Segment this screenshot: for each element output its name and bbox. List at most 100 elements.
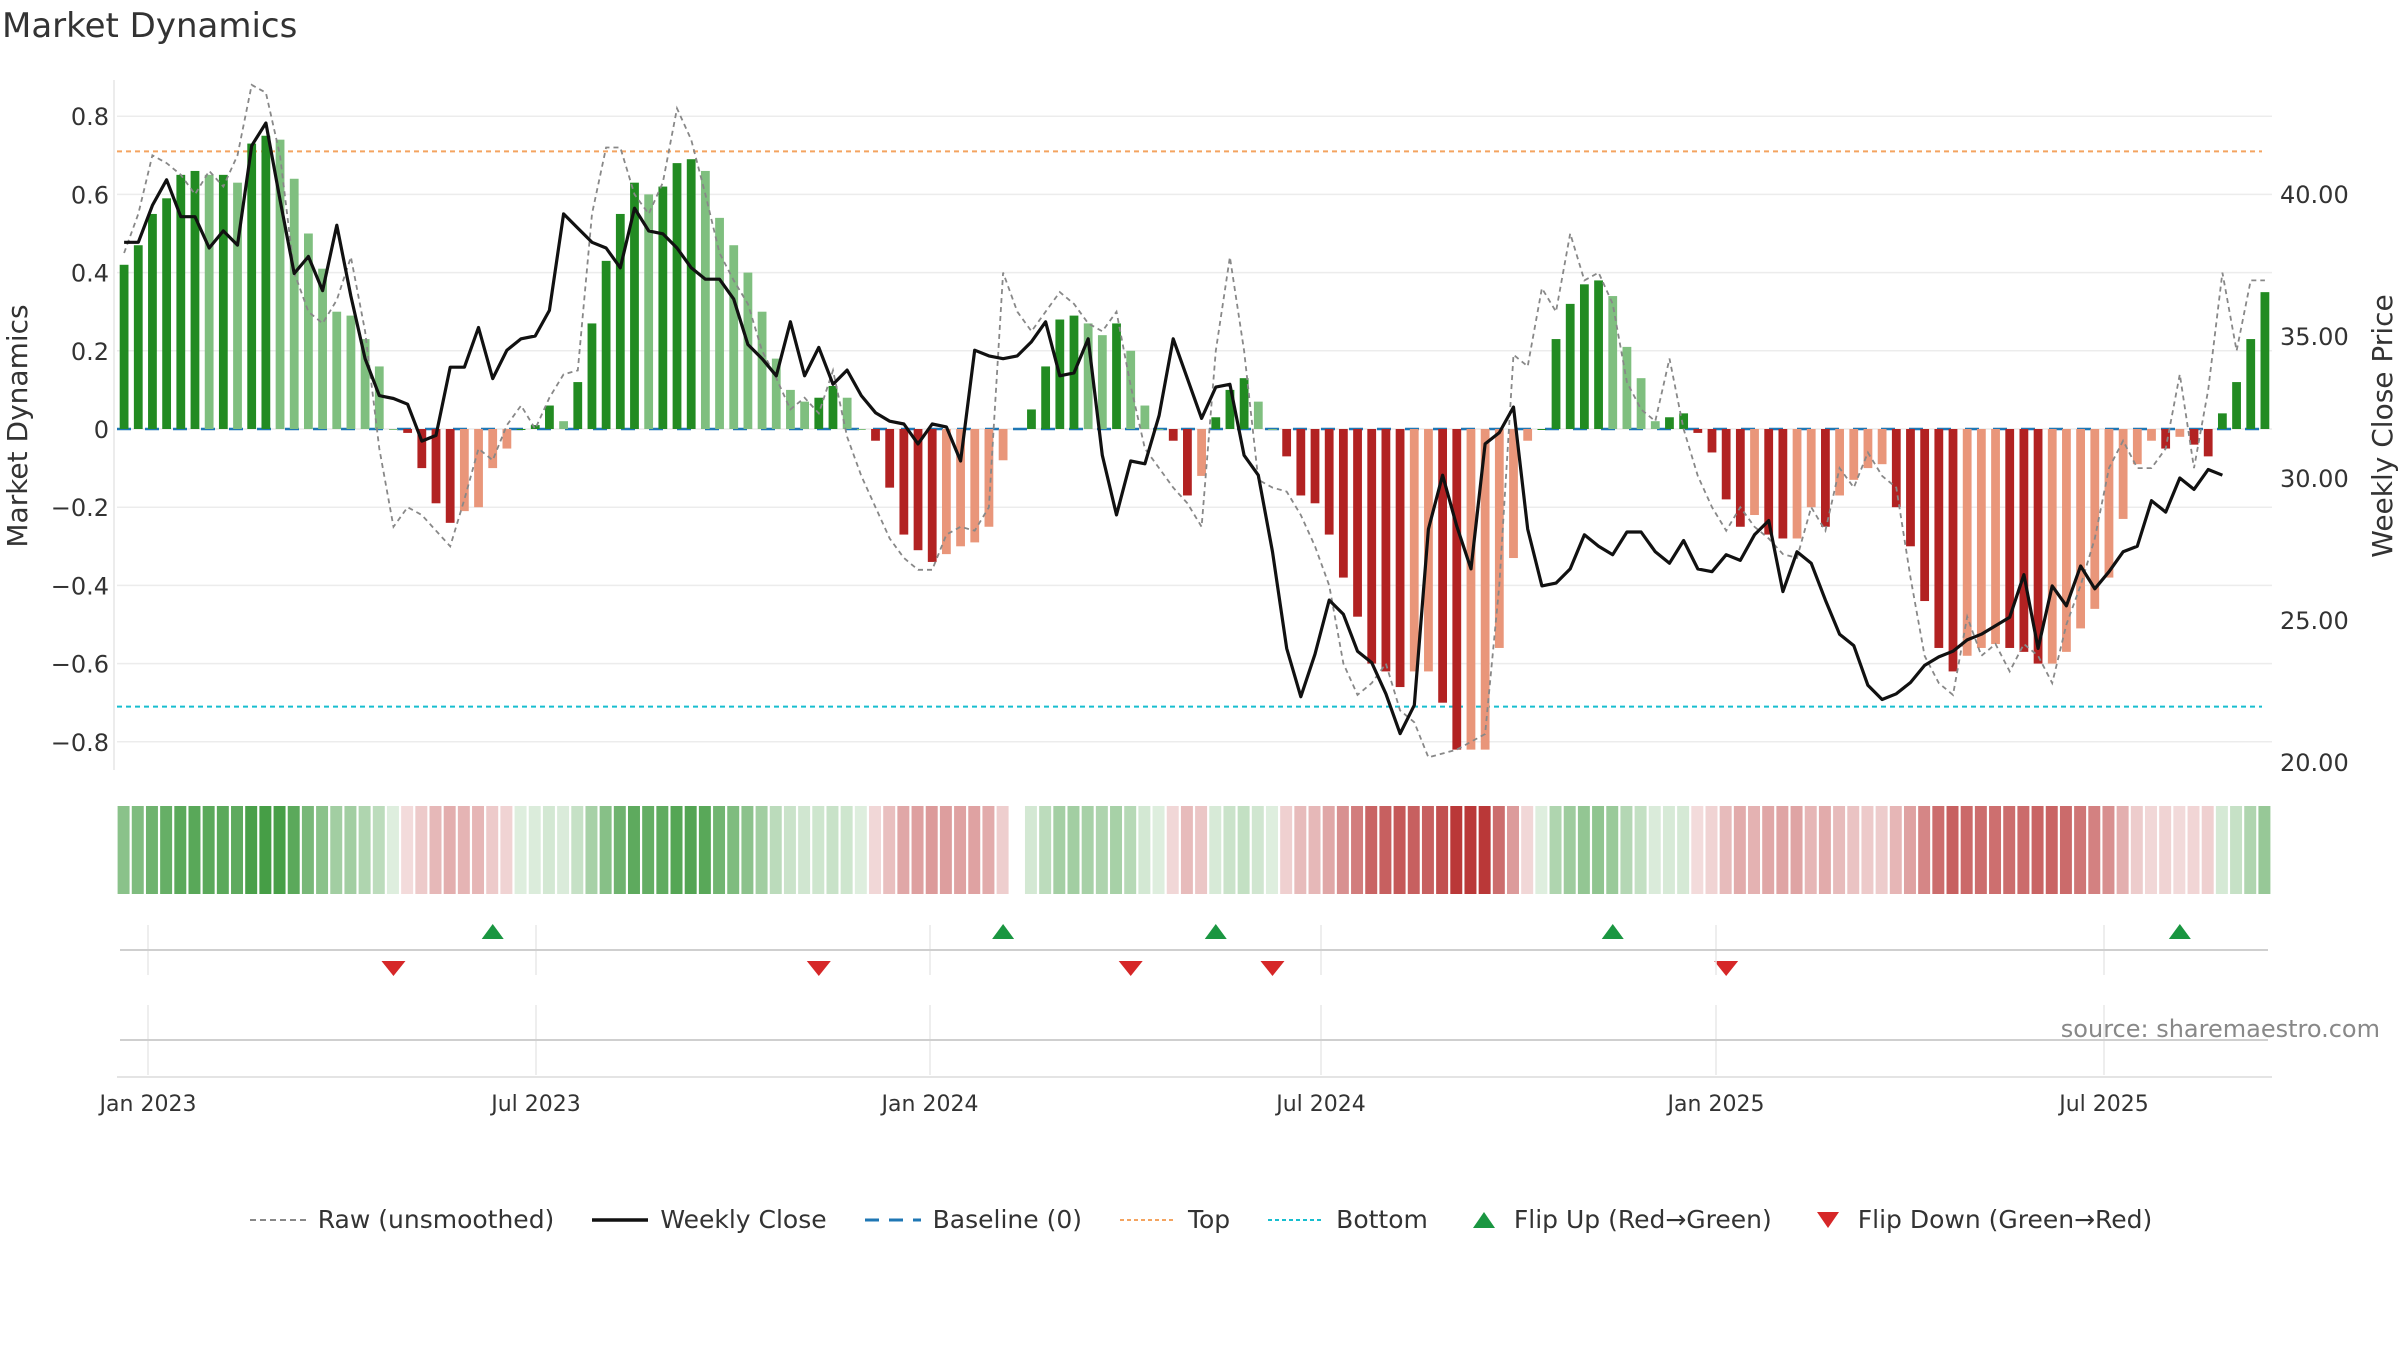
regime-cell [557, 806, 570, 894]
md-bar [133, 245, 143, 429]
md-bar [1537, 429, 1547, 430]
regime-cell [1024, 806, 1037, 894]
regime-cell [1492, 806, 1505, 894]
regime-cell [202, 806, 215, 894]
x-tick-label: Jan 2025 [1666, 1092, 1765, 1117]
flip-down-marker [1260, 961, 1285, 976]
md-bar [1168, 429, 1178, 441]
md-bar [2076, 429, 2085, 629]
md-bar [1083, 323, 1093, 429]
chart-title: Market Dynamics [2, 6, 298, 46]
regime-cell [145, 806, 158, 894]
regime-cell [1507, 806, 1519, 894]
md-bar [1948, 429, 1958, 672]
legend-label-bottom: Bottom [1336, 1205, 1428, 1234]
regime-cell [2187, 806, 2200, 894]
legend-item-flip-down: Flip Down (Green→Red) [1808, 1205, 2152, 1234]
md-bar [2217, 413, 2227, 429]
md-bar [1395, 429, 1405, 688]
md-bar [1551, 339, 1561, 429]
regime-cell [954, 806, 967, 894]
regime-cell [1308, 806, 1321, 894]
regime-cell [472, 806, 485, 894]
regime-cell [1265, 806, 1278, 894]
md-bar [573, 382, 583, 429]
md-bar [1253, 401, 1263, 429]
y2-tick-label: 20.00 [2280, 749, 2349, 777]
y-tick-label: −0.4 [51, 572, 109, 600]
legend-item-raw: Raw (unsmoothed) [248, 1205, 555, 1234]
regime-cell [1889, 806, 1902, 894]
md-bar [2019, 429, 2029, 652]
regime-strip [117, 806, 2271, 894]
regime-cell [1280, 806, 1293, 894]
md-bar [1452, 429, 1462, 750]
regime-cell [287, 806, 300, 894]
regime-cell [2088, 806, 2101, 894]
md-bar [2175, 429, 2185, 437]
regime-cell [1634, 806, 1647, 894]
legend-item-top: Top [1118, 1205, 1230, 1234]
legend-top-swatch [1119, 1218, 1176, 1221]
regime-cell [174, 806, 187, 894]
md-bar [2132, 429, 2142, 465]
regime-cell [2116, 806, 2129, 894]
y2-tick-label: 35.00 [2280, 323, 2349, 351]
regime-cell [656, 806, 669, 894]
legend-label-raw: Raw (unsmoothed) [317, 1205, 555, 1234]
md-bar [1750, 429, 1759, 516]
y-tick-label: 0.2 [71, 338, 109, 366]
md-bar [502, 429, 512, 449]
regime-cell [1606, 806, 1619, 894]
regime-cell [429, 806, 442, 894]
regime-cell [798, 806, 811, 894]
md-bar [1268, 429, 1277, 430]
close-line-layer [124, 121, 2223, 736]
regime-cell [1152, 806, 1165, 894]
regime-cell [1691, 806, 1704, 894]
md-bar [389, 429, 398, 430]
y-tick-label: 0.6 [71, 181, 109, 209]
regime-cell [1974, 806, 1987, 894]
regime-cell [1762, 806, 1775, 894]
md-bar [516, 429, 526, 430]
regime-cell [2230, 806, 2243, 894]
regime-cell [1733, 806, 1746, 894]
regime-cell [2102, 806, 2115, 894]
md-bar [275, 139, 285, 429]
md-bar [842, 397, 852, 429]
regime-cell [231, 806, 243, 894]
source-note: source: sharemaestro.com [2060, 1015, 2380, 1043]
md-bar [1296, 429, 1306, 496]
md-bar [304, 233, 313, 429]
md-bar [1367, 429, 1377, 664]
regime-cell [1464, 806, 1477, 894]
md-bar [1097, 335, 1107, 429]
md-bar [757, 311, 767, 429]
y2-tick-label: 25.00 [2280, 607, 2349, 635]
regime-cell [1748, 806, 1761, 894]
date-axis: Jan 2023 Jul 2023 Jan 2024 Jul 2024 Jan 2025… [98, 925, 2272, 1117]
md-bar [1579, 284, 1589, 429]
regime-cell [1592, 806, 1605, 894]
md-bar [289, 178, 299, 429]
legend-label-flip-up: Flip Up (Red→Green) [1513, 1205, 1772, 1234]
md-bar [1821, 429, 1830, 527]
regime-cell [386, 806, 399, 894]
legend-bottom-swatch [1268, 1218, 1325, 1221]
regime-cell [1081, 806, 1094, 894]
md-bar [346, 315, 356, 429]
legend-label-baseline: Baseline (0) [932, 1205, 1082, 1234]
y2-tick-label: 40.00 [2280, 181, 2349, 209]
flip-down-marker [1714, 961, 1739, 976]
md-bar [1976, 429, 1986, 648]
md-bar [1041, 366, 1051, 429]
regime-cell [2215, 806, 2228, 894]
regime-cell [1719, 806, 1732, 894]
md-bar [1324, 429, 1334, 535]
regime-cell [1705, 806, 1718, 894]
md-bar [871, 429, 880, 441]
regime-cell [1790, 806, 1803, 894]
regime-cell [1421, 806, 1434, 894]
